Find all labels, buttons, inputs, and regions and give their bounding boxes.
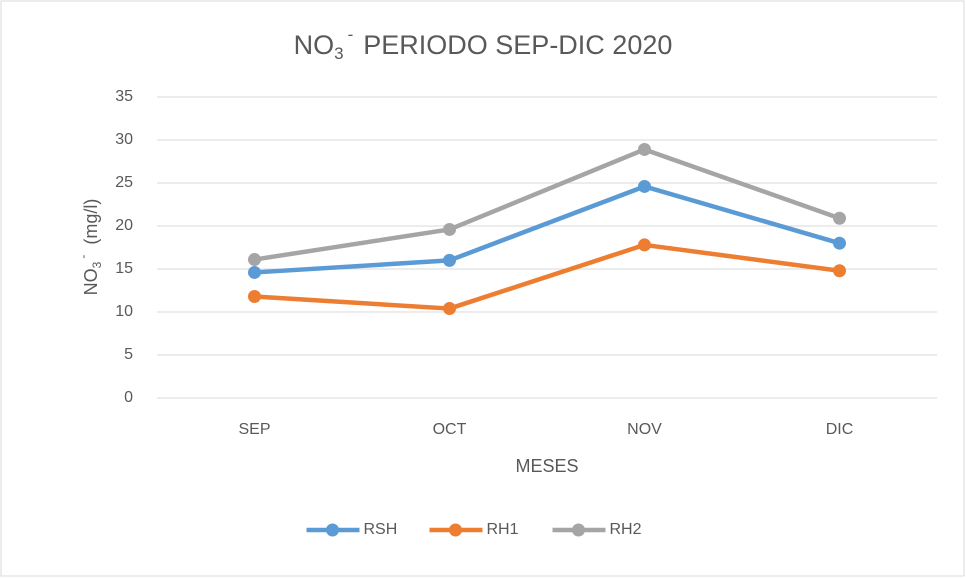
legend-marker [326,523,339,537]
point [833,236,846,250]
series-line [254,242,840,311]
legend-marker [449,523,462,537]
x-tick-label: DIC [826,421,854,438]
point [248,290,261,304]
point [833,264,846,278]
x-tick-label: OCT [433,421,467,438]
x-tick-label: SEP [238,421,270,438]
point [248,265,261,279]
label-part: (mg/l) [81,199,101,245]
title-part: NO [294,30,335,60]
series-line [254,184,841,275]
chart-title: NO3- PERIODO SEP-DIC 2020 [294,25,673,63]
y-tick-label: 25 [115,174,133,191]
y-tick-label: 35 [115,88,133,105]
label-sup: - [76,255,90,259]
title-sub: 3 [334,44,343,63]
y-tick-label: 5 [124,346,133,363]
legend-label: RH1 [487,521,519,538]
x-axis-label: MESES [515,456,578,476]
title-part: PERIODO SEP-DIC 2020 [363,30,672,60]
y-tick-label: 15 [115,260,133,277]
y-axis-label: NO3- (mg/l) [76,199,104,296]
series-line [254,147,841,262]
label-sub: 3 [90,261,104,268]
point [833,211,846,225]
title-sup: - [348,25,354,44]
point [248,253,261,267]
point [638,142,651,156]
point [443,222,456,236]
point [638,238,651,252]
y-tick-label: 30 [115,131,133,148]
legend-label: RH2 [610,521,642,538]
y-tick-label: 10 [115,303,133,320]
point [443,253,456,267]
point [638,179,651,193]
label-part: NO [81,268,101,295]
legend-marker [572,523,585,537]
point [443,302,456,316]
y-tick-label: 0 [124,389,133,406]
y-tick-label: 20 [115,217,133,234]
x-tick-label: NOV [627,421,662,438]
legend-label: RSH [364,521,398,538]
